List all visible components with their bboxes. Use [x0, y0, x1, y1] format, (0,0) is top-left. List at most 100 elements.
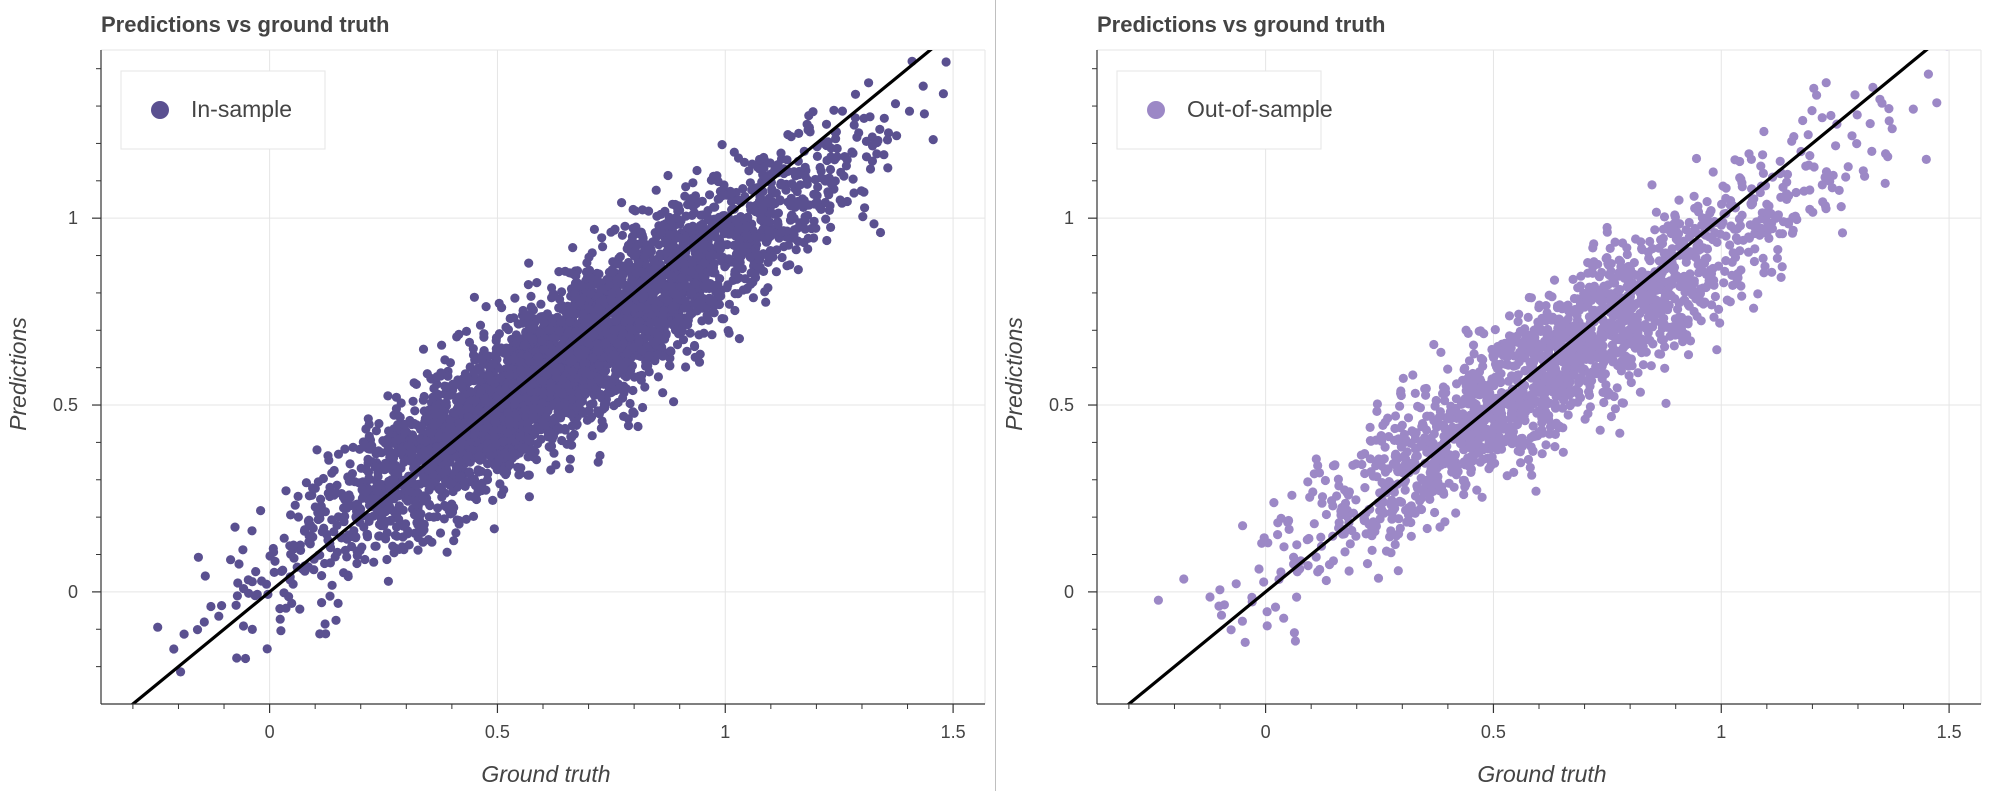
scatter-point: [766, 169, 776, 179]
scatter-point: [734, 273, 744, 283]
scatter-point: [748, 293, 759, 303]
scatter-point: [382, 554, 392, 565]
scatter-point: [586, 273, 596, 283]
scatter-point: [792, 169, 802, 179]
scatter-point: [617, 279, 627, 289]
scatter-point: [501, 322, 511, 332]
chart-title: Predictions vs ground truth: [1097, 12, 1385, 37]
scatter-point: [664, 360, 675, 370]
scatter-point: [466, 387, 476, 397]
scatter-points: [1153, 50, 1949, 648]
scatter-point: [361, 424, 371, 434]
scatter-point: [435, 528, 446, 538]
scatter-point: [356, 463, 366, 473]
scatter-point: [430, 404, 440, 414]
scatter-point: [491, 333, 502, 343]
scatter-point: [571, 293, 581, 303]
scatter-point: [276, 626, 286, 636]
scatter-point: [526, 302, 536, 312]
scatter-point: [445, 358, 455, 368]
scatter-point: [637, 370, 647, 380]
scatter-point: [568, 243, 578, 253]
scatter-point: [767, 184, 777, 194]
scatter-point: [730, 305, 740, 316]
scatter-point: [324, 455, 334, 465]
scatter-point: [858, 212, 868, 222]
scatter-point: [392, 531, 402, 541]
scatter-point: [1333, 474, 1343, 484]
scatter-point: [405, 415, 415, 426]
scatter-point: [656, 209, 666, 219]
scatter-point: [769, 209, 779, 219]
scatter-point: [1292, 540, 1302, 550]
scatter-point: [1290, 636, 1300, 646]
scatter-point: [1932, 98, 1942, 108]
scatter-point: [374, 531, 384, 541]
scatter-point: [333, 598, 343, 609]
scatter-point: [423, 535, 434, 545]
scatter-point: [468, 350, 479, 360]
scatter-point: [393, 420, 403, 430]
scatter-point: [394, 501, 404, 511]
scatter-point: [384, 426, 394, 436]
scatter-point: [587, 431, 597, 441]
scatter-point: [468, 344, 478, 354]
scatter-point: [568, 356, 578, 366]
scatter-point: [588, 353, 598, 363]
scatter-point: [316, 494, 326, 504]
scatter-point: [883, 163, 893, 173]
scatter-point: [281, 603, 291, 613]
scatter-point: [571, 327, 581, 337]
scatter-point: [454, 418, 464, 428]
scatter-point: [1749, 303, 1759, 313]
scatter-point: [389, 475, 399, 485]
legend-label: In-sample: [191, 96, 292, 122]
scatter-point: [1541, 301, 1551, 311]
scatter-point: [879, 113, 889, 123]
scatter-point: [554, 326, 564, 336]
scatter-point: [420, 446, 430, 456]
chart-title: Predictions vs ground truth: [101, 12, 389, 37]
scatter-point: [176, 667, 186, 677]
scatter-point: [594, 375, 605, 385]
scatter-point: [787, 179, 797, 189]
scatter-point: [426, 428, 436, 438]
scatter-point: [864, 78, 874, 88]
scatter-point: [1579, 288, 1589, 298]
scatter-point: [327, 580, 337, 590]
scatter-point: [681, 182, 691, 192]
scatter-point: [447, 507, 458, 517]
scatter-point: [606, 294, 616, 304]
scatter-point: [786, 132, 796, 142]
scatter-point: [829, 105, 839, 115]
scatter-point: [368, 511, 379, 521]
scatter-point: [418, 395, 428, 405]
scatter-point: [539, 344, 549, 354]
scatter-point: [473, 422, 483, 432]
scatter-point: [570, 270, 580, 280]
scatter-point: [339, 568, 349, 578]
scatter-point: [938, 89, 949, 99]
scatter-point: [743, 212, 753, 222]
scatter-point: [454, 515, 464, 526]
scatter-point: [495, 373, 506, 383]
scatter-point: [192, 625, 203, 635]
scatter-point: [290, 500, 300, 510]
scatter-point: [683, 315, 693, 325]
scatter-point: [628, 204, 638, 215]
scatter-point: [567, 432, 577, 442]
scatter-point: [695, 221, 706, 231]
scatter-point: [508, 378, 518, 388]
scatter-point: [746, 279, 756, 289]
scatter-point: [872, 149, 882, 159]
scatter-point: [663, 170, 673, 181]
scatter-point: [665, 230, 675, 240]
scatter-point: [793, 265, 803, 275]
scatter-point: [490, 417, 500, 427]
scatter-point: [233, 578, 243, 588]
scatter-point: [629, 408, 639, 418]
scatter-point: [687, 257, 697, 268]
scatter-point: [658, 388, 668, 398]
scatter-point: [738, 246, 748, 256]
scatter-point: [1615, 284, 1625, 295]
